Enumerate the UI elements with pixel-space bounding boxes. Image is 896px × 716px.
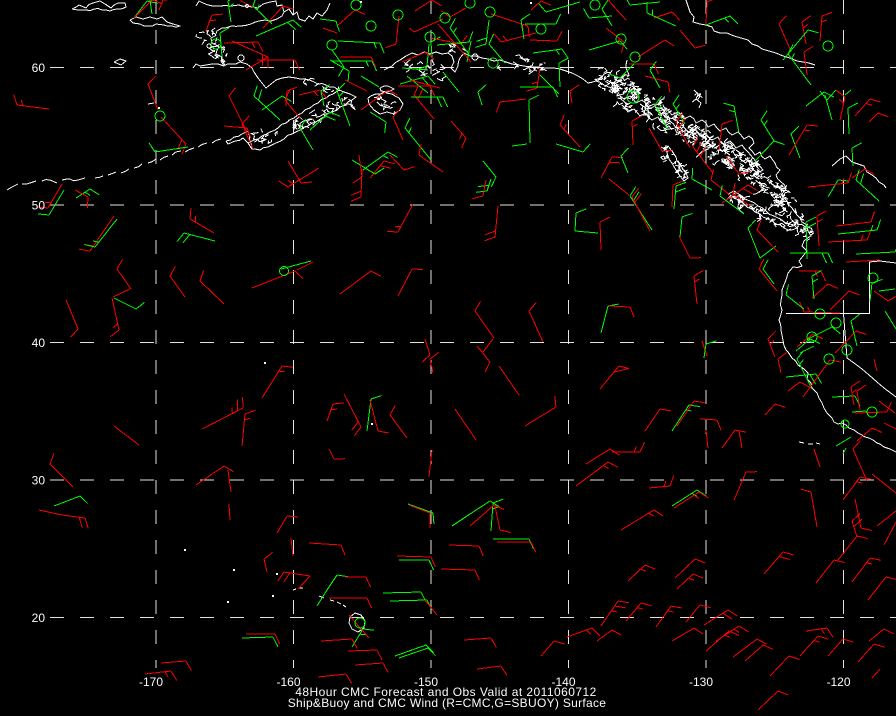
svg-text:-130: -130 [689, 675, 713, 689]
svg-text:30: 30 [32, 474, 46, 488]
svg-text:-170: -170 [139, 675, 163, 689]
svg-text:50: 50 [32, 199, 46, 213]
svg-text:60: 60 [32, 61, 46, 75]
svg-text:Ship&Buoy and CMC Wind (R=CMC,: Ship&Buoy and CMC Wind (R=CMC,G=SBUOY) S… [288, 696, 607, 710]
svg-text:-160: -160 [276, 675, 300, 689]
svg-text:40: 40 [32, 336, 46, 350]
svg-text:20: 20 [32, 611, 46, 625]
svg-text:-150: -150 [414, 675, 438, 689]
svg-text:-120: -120 [826, 675, 850, 689]
svg-text:-140: -140 [551, 675, 575, 689]
svg-text:48Hour CMC Forecast and Obs Va: 48Hour CMC Forecast and Obs Valid at 201… [295, 685, 597, 699]
